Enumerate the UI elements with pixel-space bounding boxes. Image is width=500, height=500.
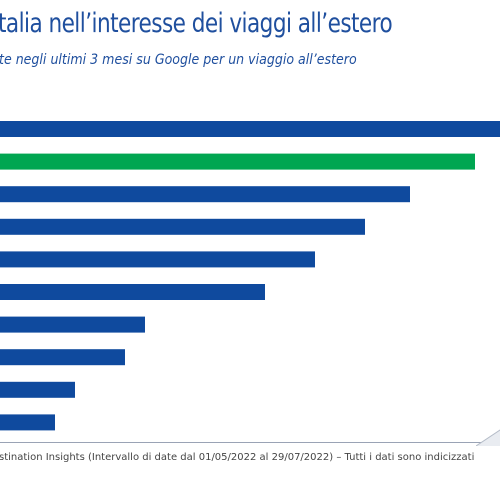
corner-decoration [476, 429, 500, 446]
bar-6 [0, 284, 265, 300]
bar-4 [0, 218, 365, 235]
chart-title: talia nell’interesse dei viaggi all’este… [0, 8, 393, 39]
bar-2 [0, 153, 475, 170]
bar-3 [0, 186, 410, 203]
chart-subtitle: te negli ultimi 3 mesi su Google per un … [0, 52, 357, 68]
bar-7 [0, 316, 145, 333]
footer-divider [0, 442, 500, 443]
bar-9 [0, 381, 75, 398]
bar-5 [0, 251, 315, 268]
source-note: stination Insights (Intervallo di date d… [0, 452, 475, 463]
bar-chart [0, 121, 500, 431]
bar-8 [0, 349, 125, 366]
bar-10 [0, 414, 55, 431]
bar-1 [0, 121, 500, 137]
